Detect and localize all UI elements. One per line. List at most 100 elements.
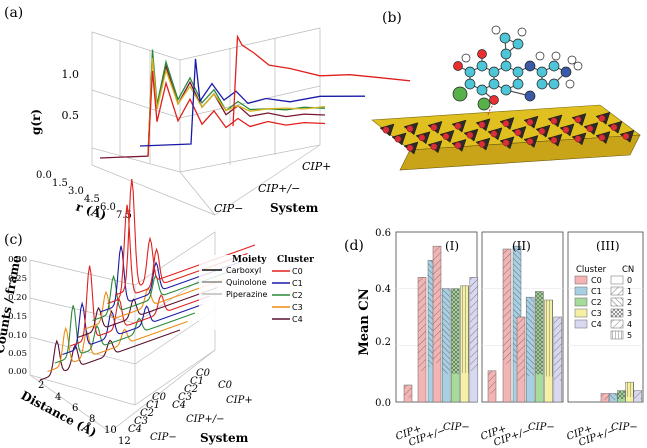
panel-c-xticks: 2 4 6 8 10 12 — [38, 380, 131, 447]
panel-c-xtick-3: 8 — [89, 414, 95, 425]
panel-c-series-0 — [39, 329, 181, 381]
panel-c-ztick-8: C2 — [184, 384, 198, 395]
atom-27 — [491, 25, 501, 35]
panel-a-curves — [99, 34, 411, 159]
d-xtick-III-2: CIP− — [611, 422, 638, 433]
panel-d-xticks: CIP+ CIP+/− CIP− CIP+ CIP+/− CIP− CIP+ C… — [394, 422, 637, 448]
bar-hatch-0-2-2 — [451, 288, 460, 374]
panel-c-ztick-1: C3 — [134, 416, 148, 427]
d-cluster-legend-label-3: C3 — [591, 309, 602, 318]
panel-a-series-2 — [147, 58, 326, 157]
panel-a-xtick-4: 6.0 — [100, 202, 116, 213]
panel-c-ztick-4: C0 — [152, 392, 167, 403]
atom-5 — [464, 78, 476, 90]
surface-oxygen-16 — [538, 127, 546, 135]
d-cluster-legend-swatch-3 — [574, 308, 588, 318]
atom-12 — [548, 60, 560, 72]
atom-8 — [512, 78, 524, 90]
moiety-legend-label-1: Quinolone — [226, 278, 267, 287]
panel-a-label: (a) — [4, 5, 23, 21]
panel-a-ytick-0: 0.5 — [62, 109, 80, 122]
panel-c-zlabel: System — [200, 431, 249, 445]
bar-hatch-0-1-0 — [418, 277, 426, 371]
atom-23 — [477, 97, 491, 111]
panel-d-ylabel: Mean CN — [357, 288, 372, 355]
panel-c-ztick-0: C4 — [128, 424, 142, 435]
d-cn-legend-swatch-2 — [610, 297, 624, 307]
surface-oxygen-14 — [490, 130, 498, 138]
panel-c-ytick-0: 0.00 — [8, 367, 27, 377]
panel-c-ztick-12: C0 — [218, 380, 233, 391]
surface-oxygen-22 — [454, 141, 462, 149]
panel-d-ytick-2: 0.4 — [375, 284, 391, 295]
bar-hatch-0-2-4 — [469, 277, 478, 371]
panel-a-xtick-2: 3.0 — [68, 186, 84, 197]
surface-oxygen-10 — [394, 135, 402, 143]
panel-a-series-3 — [147, 70, 326, 157]
atom-2 — [488, 66, 500, 78]
d-cn-legend-label-5: 5 — [627, 331, 632, 340]
surface-oxygen-9 — [598, 114, 606, 122]
d-cn-legend-label-1: 1 — [627, 287, 632, 296]
d-cn-legend-swatch-0 — [610, 275, 624, 285]
cluster-legend-label-4: C4 — [292, 315, 303, 324]
surface-oxygen-6 — [526, 118, 534, 126]
d-cn-legend-title: CN — [622, 265, 634, 275]
atom-11 — [536, 66, 548, 78]
surface-oxygen-3 — [454, 122, 462, 130]
atom-15 — [536, 78, 548, 90]
surface-oxygen-18 — [586, 125, 594, 133]
panel-a-xtick-5: 7.5 — [116, 210, 132, 221]
surface-oxygen-8 — [574, 116, 582, 124]
interaction-arrow — [487, 99, 497, 116]
panel-a-box — [91, 27, 321, 216]
panel-a-xtick-3: 4.5 — [84, 194, 100, 205]
panel-c-series-10 — [114, 178, 256, 296]
panel-a-series-5 — [232, 34, 411, 127]
panel-a-xtick-0: 0.0 — [36, 170, 52, 181]
atom-24 — [524, 90, 536, 102]
surface-oxygen-13 — [466, 131, 474, 139]
panel-a: (a) g(r) 0.5 1.0 0.0 1.5 3.0 4.5 6.0 7.5… — [4, 5, 411, 222]
bar-hatch-0-0-0 — [404, 385, 412, 398]
surface-oxygen-17 — [562, 126, 570, 134]
panel-a-series-4 — [139, 58, 366, 147]
panel-c-series-2 — [54, 305, 196, 364]
atom-6 — [500, 60, 512, 72]
bar-hatch-1-2-3 — [544, 300, 553, 377]
surface-oxygen-28 — [598, 134, 606, 142]
atom-22 — [452, 86, 468, 102]
atom-13 — [560, 66, 572, 78]
panel-c-ztick-11: CIP+/− — [186, 414, 224, 425]
molecule — [452, 25, 583, 111]
bar-hatch-1-2-1 — [526, 297, 535, 376]
d-xtick-I-2: CIP− — [443, 422, 470, 433]
d-cluster-legend-label-2: C2 — [591, 298, 602, 307]
cluster-legend-label-0: C0 — [292, 267, 303, 276]
panel-d-ytick-0: 0.0 — [375, 398, 391, 409]
moiety-legend-label-2: Piperazine — [226, 290, 268, 299]
panel-c-ytick-5: 0.25 — [8, 274, 27, 284]
subpanel-label-2: (III) — [596, 239, 620, 253]
bar-hatch-2-2-0 — [601, 393, 609, 400]
d-cn-legend-swatch-1 — [610, 286, 624, 296]
d-cluster-legend-swatch-4 — [574, 319, 588, 329]
bar-hatch-1-2-0 — [517, 317, 525, 381]
panel-c-ztick-7: C3 — [178, 392, 192, 403]
panel-c-xtick-5: 12 — [118, 436, 131, 447]
atom-30 — [551, 51, 561, 61]
panel-c-ztick-9: C1 — [190, 376, 204, 387]
atom-17 — [453, 61, 463, 71]
panel-a-ztick-1: CIP+/− — [258, 182, 300, 195]
surface-oxygen-2 — [430, 123, 438, 131]
bar-hatch-2-2-3 — [625, 382, 634, 398]
atom-31 — [461, 53, 471, 63]
panel-a-ztick-0: CIP− — [214, 202, 243, 215]
d-cluster-legend-label-1: C1 — [591, 287, 602, 296]
atom-16 — [477, 49, 487, 59]
bar-hatch-1-1-1 — [513, 246, 521, 364]
atom-19 — [500, 48, 512, 60]
cluster-legend-label-1: C1 — [292, 279, 303, 288]
panel-c-series-5 — [77, 286, 218, 339]
